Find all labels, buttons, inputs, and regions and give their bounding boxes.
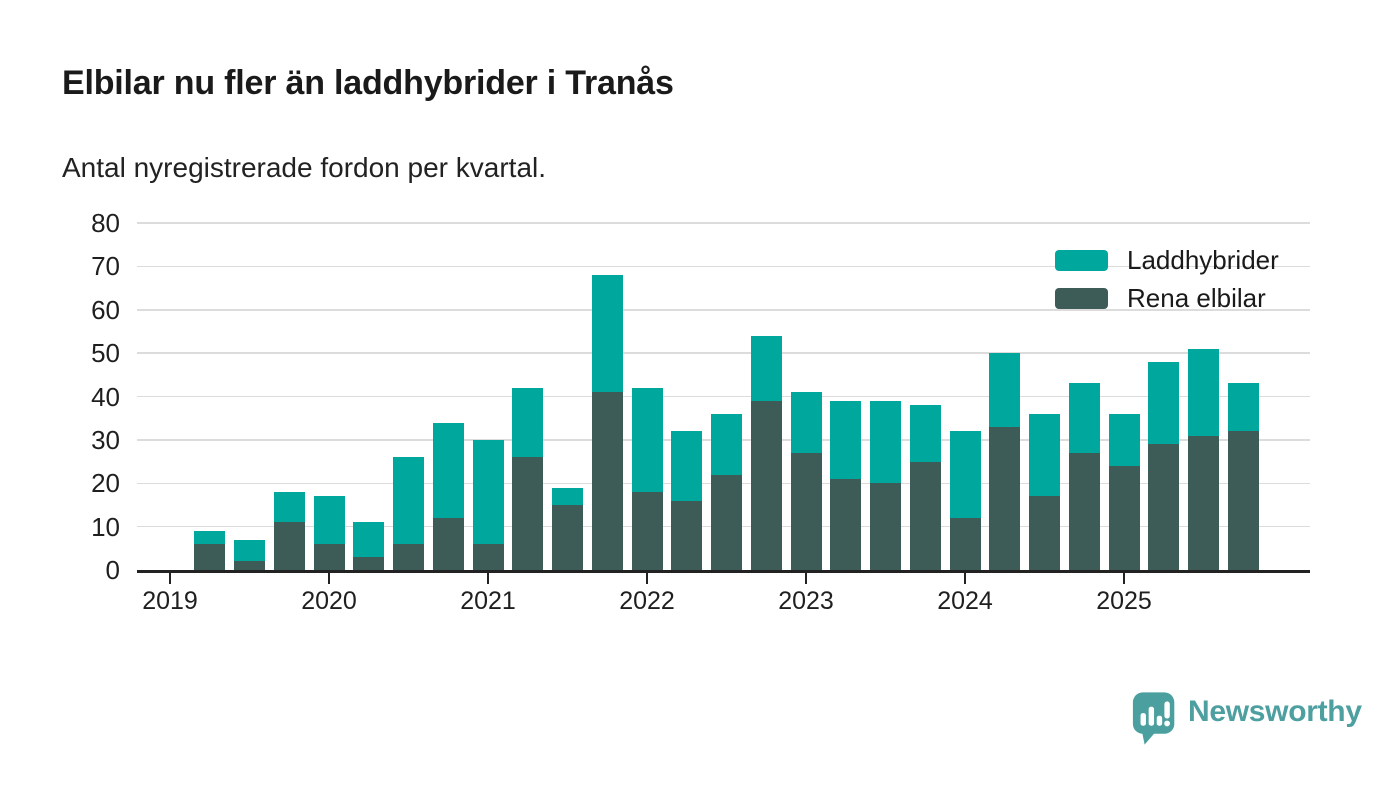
page-title: Elbilar nu fler än laddhybrider i Tranås <box>62 64 674 102</box>
legend-swatch-laddhybrider <box>1055 249 1108 271</box>
legend-label-rena-elbilar: Rena elbilar <box>1127 282 1266 313</box>
bar-segment-laddhybrider <box>949 431 981 518</box>
bar-segment-rena-elbilar <box>1227 431 1259 570</box>
bar-segment-rena-elbilar <box>273 522 305 570</box>
bar-segment-rena-elbilar <box>631 491 663 570</box>
bar-segment-laddhybrider <box>194 530 226 544</box>
bar-segment-rena-elbilar <box>989 426 1021 570</box>
bar-segment-laddhybrider <box>909 405 941 462</box>
y-tick-label: 80 <box>91 208 120 238</box>
y-tick-label: 30 <box>91 424 120 455</box>
bar-segment-laddhybrider <box>830 400 862 479</box>
bar-segment-rena-elbilar <box>870 483 901 570</box>
bar-segment-laddhybrider <box>552 487 583 505</box>
bar-segment-laddhybrider <box>1148 361 1180 445</box>
x-axis-tick <box>1123 573 1125 584</box>
bar-segment-rena-elbilar <box>830 478 862 570</box>
legend-swatch-rena-elbilar <box>1055 287 1108 309</box>
bar-segment-rena-elbilar <box>1188 435 1219 570</box>
bar-segment-laddhybrider <box>472 439 504 544</box>
bar-segment-rena-elbilar <box>1068 452 1100 570</box>
bar-segment-laddhybrider <box>1068 383 1100 453</box>
page-subtitle: Antal nyregistrerade fordon per kvartal. <box>62 152 547 183</box>
bar-segment-laddhybrider <box>631 387 663 492</box>
bar-segment-rena-elbilar <box>909 461 941 570</box>
y-tick-label: 20 <box>91 468 120 499</box>
x-axis-line <box>137 570 1310 573</box>
y-tick-label: 40 <box>91 381 120 412</box>
x-axis-tick <box>964 573 966 584</box>
bar-segment-laddhybrider <box>512 387 544 458</box>
bar-segment-laddhybrider <box>671 431 703 501</box>
bar-segment-laddhybrider <box>313 496 345 544</box>
x-tick-label: 2021 <box>460 587 516 615</box>
y-tick-label: 50 <box>91 338 120 369</box>
gridline <box>137 309 1310 311</box>
y-tick-label: 70 <box>91 251 120 282</box>
bar-segment-laddhybrider <box>711 413 742 475</box>
x-axis-tick <box>805 573 807 584</box>
bar-segment-laddhybrider <box>870 400 901 484</box>
newsworthy-wordmark: Newsworthy <box>1188 695 1362 728</box>
newsworthy-logo: Newsworthy <box>1132 690 1362 747</box>
bar-segment-laddhybrider <box>273 491 305 523</box>
bar-segment-rena-elbilar <box>432 517 464 570</box>
gridline <box>137 265 1310 268</box>
bar-segment-laddhybrider <box>432 422 464 518</box>
gridline <box>137 395 1310 398</box>
x-axis-tick <box>487 573 489 584</box>
bar-segment-laddhybrider <box>393 457 424 544</box>
x-tick-label: 2023 <box>778 587 834 615</box>
x-axis-tick <box>169 573 171 584</box>
bar-segment-rena-elbilar <box>671 500 703 570</box>
legend-item-rena-elbilar: Rena elbilar <box>1055 283 1279 313</box>
bar-segment-laddhybrider <box>1029 413 1060 497</box>
y-tick-label: 60 <box>91 294 120 325</box>
x-tick-label: 2019 <box>142 587 198 615</box>
bar-segment-rena-elbilar <box>750 400 782 570</box>
bar-segment-rena-elbilar <box>1148 444 1180 570</box>
bar-segment-rena-elbilar <box>591 392 623 570</box>
gridline <box>137 352 1310 354</box>
x-axis-tick <box>328 573 330 584</box>
bar-segment-rena-elbilar <box>234 561 265 570</box>
bar-segment-rena-elbilar <box>790 452 822 570</box>
bar-segment-laddhybrider <box>353 522 385 557</box>
x-tick-label: 2025 <box>1096 587 1152 615</box>
y-tick-label: 0 <box>105 555 120 585</box>
gridline <box>137 222 1310 224</box>
bar-segment-rena-elbilar <box>313 543 345 570</box>
x-tick-label: 2024 <box>937 587 993 615</box>
bar-segment-laddhybrider <box>790 392 822 453</box>
y-tick-label: 10 <box>91 511 120 542</box>
bar-chart-speech-bubble-icon <box>1132 692 1175 745</box>
bar-segment-laddhybrider <box>234 539 265 562</box>
bar-segment-laddhybrider <box>1188 348 1219 436</box>
bar-segment-rena-elbilar <box>949 517 981 570</box>
bar-segment-rena-elbilar <box>1108 465 1140 570</box>
bar-segment-rena-elbilar <box>711 474 742 570</box>
bar-segment-rena-elbilar <box>512 457 544 570</box>
legend-item-laddhybrider: Laddhybrider <box>1055 245 1279 275</box>
bar-segment-laddhybrider <box>1227 383 1259 432</box>
legend: Laddhybrider Rena elbilar <box>1055 245 1279 321</box>
bar-segment-laddhybrider <box>750 335 782 401</box>
legend-label-laddhybrider: Laddhybrider <box>1127 244 1279 275</box>
bar-segment-rena-elbilar <box>1029 496 1060 570</box>
bar-segment-rena-elbilar <box>393 543 424 570</box>
x-tick-label: 2022 <box>619 587 675 615</box>
bar-segment-rena-elbilar <box>353 556 385 570</box>
x-axis-tick <box>646 573 648 584</box>
bar-segment-laddhybrider <box>989 353 1021 427</box>
bar-segment-laddhybrider <box>1108 413 1140 466</box>
bar-segment-rena-elbilar <box>194 543 226 570</box>
bar-segment-rena-elbilar <box>472 543 504 570</box>
bar-segment-rena-elbilar <box>552 504 583 570</box>
x-tick-label: 2020 <box>301 587 357 615</box>
bar-segment-laddhybrider <box>591 275 623 393</box>
